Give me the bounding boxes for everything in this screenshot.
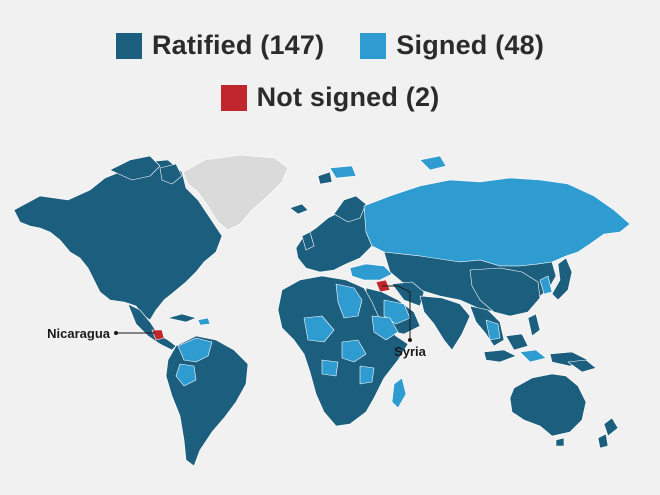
scandinavia [333,195,367,223]
japan [551,257,573,301]
callout-label-nicaragua: Nicaragua [47,326,111,341]
horn-of-africa-signed [371,315,399,341]
india [419,295,471,351]
arctic-island-2 [159,163,183,185]
south-america-signed-2 [175,363,197,387]
arctic-islands [109,155,161,181]
legend-swatch-not-signed [220,84,247,111]
new-zealand [603,417,619,437]
new-zealand-2 [597,433,609,449]
legend-swatch-signed [360,32,387,59]
china [469,267,541,317]
legend-row-1: Ratified (147) Signed (48) [0,30,660,61]
australia [509,373,587,437]
tasmania [555,437,565,447]
indonesia-2 [519,349,547,363]
south-america-signed [177,337,213,363]
africa-signed-4 [359,365,375,385]
legend-item-signed: Signed (48) [360,30,544,61]
arctic-russia-islands [419,155,447,171]
legend-label-not-signed: Not signed (2) [256,82,440,112]
uk [301,231,315,251]
africa-signed-2 [303,315,335,343]
svalbard [317,171,333,185]
greenland [182,154,289,231]
legend-item-ratified: Ratified (147) [115,30,325,61]
legend-label-ratified: Ratified (147) [151,30,325,60]
saudi-arabia-signed [383,299,411,325]
borneo [505,333,529,351]
legend-item-not-signed: Not signed (2) [220,82,440,113]
callout-nicaragua: Nicaragua [47,326,155,341]
legend-swatch-ratified [115,32,142,59]
callout-syria: Syria [382,285,427,359]
arctic-russia-islands-2 [329,165,357,179]
russia [363,177,631,267]
turkey [349,263,393,281]
philippines [527,313,541,337]
legend-label-signed: Signed (48) [396,30,545,60]
indonesia-1 [483,349,517,363]
southeast-asia-signed [485,319,501,341]
africa-signed-1 [335,283,363,319]
africa-signed-3 [341,339,367,363]
madagascar [391,377,407,409]
caribbean-2 [197,317,211,326]
africa-signed-5 [321,359,339,377]
legend-row-2: Not signed (2) [0,82,660,113]
callout-label-syria: Syria [394,344,427,359]
papua [567,359,597,373]
iceland [289,203,309,215]
korea [539,275,553,295]
caribbean [167,313,197,323]
